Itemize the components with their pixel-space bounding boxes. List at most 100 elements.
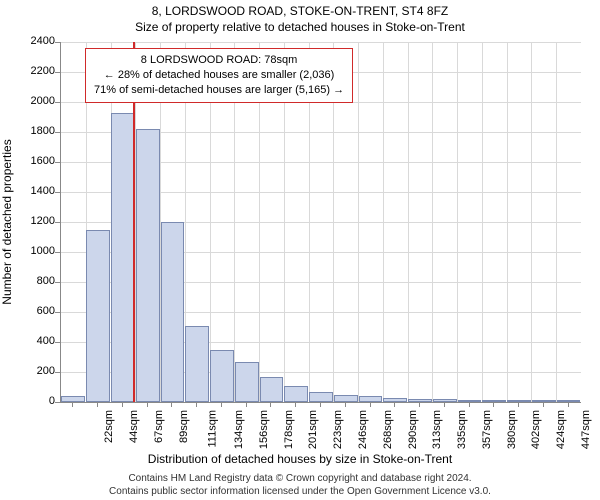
x-tick-label: 178sqm bbox=[283, 410, 295, 449]
chart-container: 8, LORDSWOOD ROAD, STOKE-ON-TRENT, ST4 8… bbox=[0, 0, 600, 500]
y-tick-mark bbox=[55, 312, 60, 313]
grid-line-v bbox=[556, 42, 557, 402]
x-tick-mark bbox=[196, 402, 197, 407]
x-tick-mark bbox=[469, 402, 470, 407]
y-tick-mark bbox=[55, 222, 60, 223]
x-tick-label: 246sqm bbox=[357, 410, 369, 449]
grid-line-v bbox=[457, 42, 458, 402]
grid-line-v bbox=[432, 42, 433, 402]
x-tick-label: 335sqm bbox=[456, 410, 468, 449]
x-tick-mark bbox=[97, 402, 98, 407]
x-tick-mark bbox=[419, 402, 420, 407]
y-tick-label: 600 bbox=[5, 305, 55, 317]
y-tick-label: 2200 bbox=[5, 65, 55, 77]
y-tick-mark bbox=[55, 252, 60, 253]
y-tick-mark bbox=[55, 192, 60, 193]
chart-title-line2: Size of property relative to detached ho… bbox=[0, 20, 600, 34]
histogram-bar bbox=[309, 392, 333, 403]
annotation-line1: 8 LORDSWOOD ROAD: 78sqm bbox=[94, 53, 344, 68]
x-tick-label: 290sqm bbox=[407, 410, 419, 449]
histogram-bar bbox=[334, 395, 358, 403]
x-axis-label: Distribution of detached houses by size … bbox=[0, 452, 600, 466]
x-tick-label: 223sqm bbox=[332, 410, 344, 449]
y-tick-mark bbox=[55, 72, 60, 73]
x-tick-mark bbox=[345, 402, 346, 407]
y-tick-label: 0 bbox=[5, 395, 55, 407]
x-tick-mark bbox=[320, 402, 321, 407]
x-tick-label: 357sqm bbox=[481, 410, 493, 449]
x-tick-mark bbox=[394, 402, 395, 407]
y-tick-label: 2400 bbox=[5, 35, 55, 47]
y-tick-mark bbox=[55, 102, 60, 103]
y-tick-mark bbox=[55, 372, 60, 373]
chart-title-line1: 8, LORDSWOOD ROAD, STOKE-ON-TRENT, ST4 8… bbox=[0, 4, 600, 18]
y-tick-label: 1000 bbox=[5, 245, 55, 257]
histogram-bar bbox=[260, 377, 284, 403]
footer-line1: Contains HM Land Registry data © Crown c… bbox=[0, 472, 600, 485]
x-tick-mark bbox=[221, 402, 222, 407]
grid-line-h bbox=[61, 42, 581, 43]
x-tick-label: 44sqm bbox=[128, 410, 140, 443]
x-tick-label: 313sqm bbox=[431, 410, 443, 449]
histogram-bar bbox=[136, 129, 160, 402]
x-tick-label: 156sqm bbox=[258, 410, 270, 449]
y-tick-mark bbox=[55, 342, 60, 343]
y-tick-label: 2000 bbox=[5, 95, 55, 107]
x-tick-mark bbox=[568, 402, 569, 407]
histogram-bar bbox=[185, 326, 209, 403]
x-tick-mark bbox=[444, 402, 445, 407]
y-tick-label: 1600 bbox=[5, 155, 55, 167]
y-tick-label: 400 bbox=[5, 335, 55, 347]
x-tick-label: 402sqm bbox=[530, 410, 542, 449]
x-tick-label: 22sqm bbox=[103, 410, 115, 443]
histogram-bar bbox=[284, 386, 308, 403]
x-tick-label: 201sqm bbox=[308, 410, 320, 449]
histogram-bar bbox=[86, 230, 110, 403]
x-tick-mark bbox=[543, 402, 544, 407]
grid-line-v bbox=[358, 42, 359, 402]
x-tick-mark bbox=[295, 402, 296, 407]
x-tick-mark bbox=[370, 402, 371, 407]
x-tick-label: 67sqm bbox=[153, 410, 165, 443]
histogram-bar bbox=[111, 113, 135, 403]
x-tick-mark bbox=[171, 402, 172, 407]
x-tick-label: 111sqm bbox=[207, 410, 219, 448]
annotation-box: 8 LORDSWOOD ROAD: 78sqm← 28% of detached… bbox=[85, 48, 353, 103]
y-tick-label: 1200 bbox=[5, 215, 55, 227]
histogram-bar bbox=[210, 350, 234, 403]
x-tick-mark bbox=[122, 402, 123, 407]
x-tick-mark bbox=[493, 402, 494, 407]
x-tick-mark bbox=[72, 402, 73, 407]
grid-line-v bbox=[482, 42, 483, 402]
y-tick-mark bbox=[55, 402, 60, 403]
grid-line-v bbox=[408, 42, 409, 402]
y-tick-label: 200 bbox=[5, 365, 55, 377]
x-tick-mark bbox=[270, 402, 271, 407]
y-tick-mark bbox=[55, 282, 60, 283]
x-tick-mark bbox=[518, 402, 519, 407]
annotation-line2: ← 28% of detached houses are smaller (2,… bbox=[94, 68, 344, 83]
x-tick-label: 134sqm bbox=[233, 410, 245, 449]
x-tick-mark bbox=[147, 402, 148, 407]
footer-attribution: Contains HM Land Registry data © Crown c… bbox=[0, 472, 600, 498]
grid-line-v bbox=[507, 42, 508, 402]
x-tick-label: 380sqm bbox=[506, 410, 518, 449]
y-tick-mark bbox=[55, 132, 60, 133]
histogram-bar bbox=[433, 399, 457, 402]
histogram-bar bbox=[532, 400, 556, 402]
histogram-bar bbox=[161, 222, 185, 402]
footer-line2: Contains public sector information licen… bbox=[0, 485, 600, 498]
y-tick-label: 1400 bbox=[5, 185, 55, 197]
x-tick-label: 268sqm bbox=[382, 410, 394, 449]
annotation-line3: 71% of semi-detached houses are larger (… bbox=[94, 83, 344, 98]
y-tick-label: 800 bbox=[5, 275, 55, 287]
x-tick-label: 447sqm bbox=[580, 410, 592, 449]
grid-line-v bbox=[383, 42, 384, 402]
x-tick-mark bbox=[246, 402, 247, 407]
x-tick-label: 89sqm bbox=[178, 410, 190, 443]
y-tick-mark bbox=[55, 42, 60, 43]
grid-line-v bbox=[531, 42, 532, 402]
y-tick-mark bbox=[55, 162, 60, 163]
histogram-bar bbox=[235, 362, 259, 403]
y-tick-label: 1800 bbox=[5, 125, 55, 137]
